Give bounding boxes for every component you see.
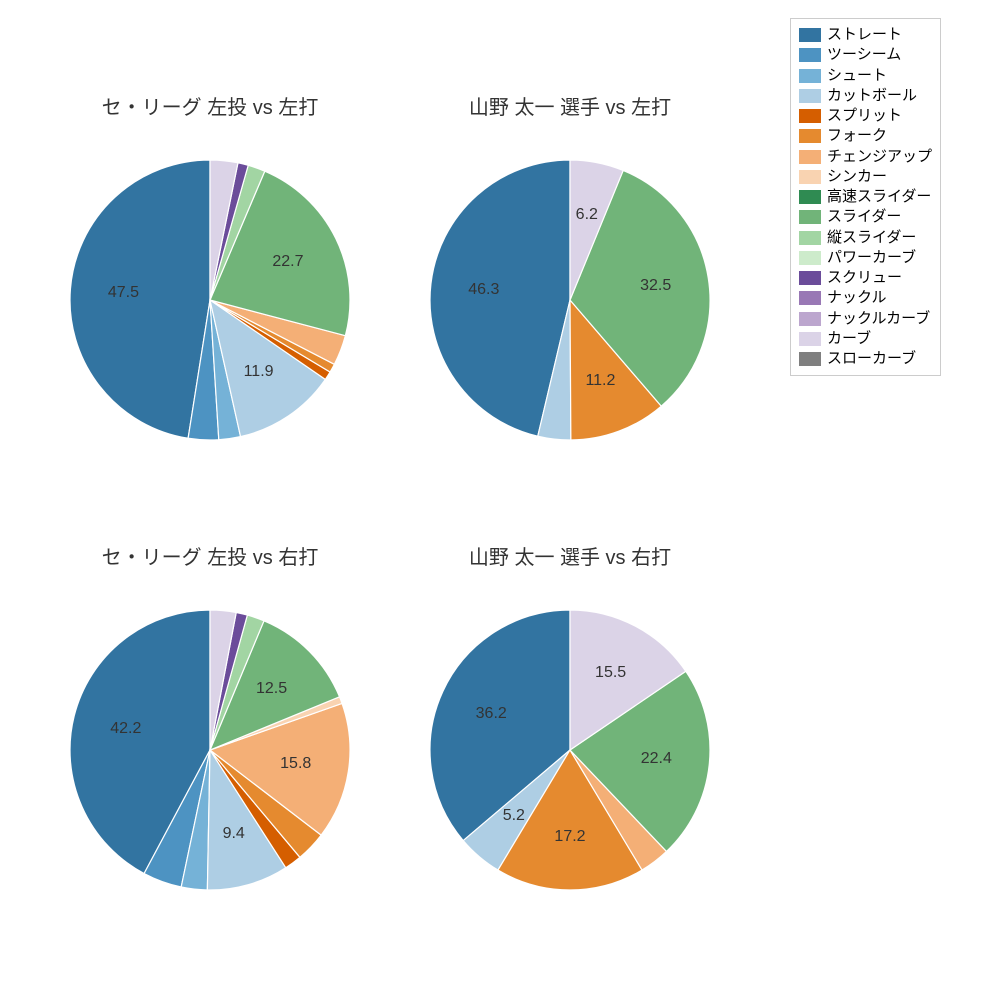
slice-label: 11.2: [585, 372, 615, 390]
slice-label: 11.9: [244, 363, 274, 381]
legend-item: カーブ: [799, 329, 932, 349]
slice-label: 17.2: [554, 828, 585, 846]
legend-swatch: [799, 352, 821, 366]
legend-item: スローカーブ: [799, 349, 932, 369]
slice-label: 6.2: [576, 206, 598, 224]
legend-label: フォーク: [827, 126, 887, 146]
chart-title: 山野 太一 選手 vs 左打: [469, 91, 671, 120]
legend-swatch: [799, 251, 821, 265]
legend-item: ツーシーム: [799, 45, 932, 65]
pie-chart: [68, 608, 352, 892]
legend-item: スプリット: [799, 106, 932, 126]
legend-item: ナックルカーブ: [799, 309, 932, 329]
legend-label: パワーカーブ: [827, 248, 916, 268]
legend-swatch: [799, 312, 821, 326]
legend-label: スクリュー: [827, 268, 902, 288]
legend-item: スクリュー: [799, 268, 932, 288]
slice-label: 46.3: [468, 281, 499, 299]
legend-swatch: [799, 332, 821, 346]
figure: セ・リーグ 左投 vs 左打 47.5 11.9 22.7 山野 太一 選手 vs 左打…: [0, 0, 1000, 1000]
slice-label: 5.2: [503, 807, 525, 825]
legend-label: ナックルカーブ: [827, 309, 930, 329]
slice-label: 36.2: [476, 705, 507, 723]
legend-swatch: [799, 109, 821, 123]
legend-item: パワーカーブ: [799, 248, 932, 268]
legend-item: シュート: [799, 66, 932, 86]
slice-label: 22.4: [641, 750, 672, 768]
slice-label: 15.5: [595, 664, 626, 682]
legend-swatch: [799, 231, 821, 245]
legend-item: フォーク: [799, 126, 932, 146]
slice-label: 12.5: [256, 680, 287, 698]
legend-label: ツーシーム: [827, 45, 901, 65]
legend-item: ストレート: [799, 25, 932, 45]
legend-label: スローカーブ: [827, 349, 916, 369]
legend-item: カットボール: [799, 86, 932, 106]
legend-swatch: [799, 210, 821, 224]
legend-swatch: [799, 190, 821, 204]
legend-item: チェンジアップ: [799, 147, 932, 167]
legend-swatch: [799, 170, 821, 184]
legend-item: シンカー: [799, 167, 932, 187]
chart-title: セ・リーグ 左投 vs 右打: [102, 541, 319, 570]
legend-swatch: [799, 129, 821, 143]
legend-swatch: [799, 150, 821, 164]
slice-label: 22.7: [272, 253, 303, 271]
legend-label: 高速スライダー: [827, 187, 931, 207]
slice-label: 9.4: [223, 825, 245, 843]
legend-swatch: [799, 69, 821, 83]
legend-label: スプリット: [827, 106, 902, 126]
legend-label: 縦スライダー: [827, 228, 916, 248]
legend-swatch: [799, 271, 821, 285]
legend-item: ナックル: [799, 288, 932, 308]
slice-label: 42.2: [110, 720, 141, 738]
legend-swatch: [799, 48, 821, 62]
legend-label: ナックル: [827, 288, 887, 308]
legend-swatch: [799, 89, 821, 103]
legend-label: ストレート: [827, 25, 902, 45]
legend: ストレートツーシームシュートカットボールスプリットフォークチェンジアップシンカー…: [790, 18, 941, 376]
pie-slice-straight: [70, 160, 210, 438]
legend-label: チェンジアップ: [827, 147, 932, 167]
legend-label: スライダー: [827, 207, 901, 227]
legend-swatch: [799, 291, 821, 305]
legend-label: シュート: [827, 66, 887, 86]
legend-label: シンカー: [827, 167, 887, 187]
pie-chart: [428, 158, 712, 442]
legend-label: カットボール: [827, 86, 917, 106]
legend-item: スライダー: [799, 207, 932, 227]
chart-title: 山野 太一 選手 vs 右打: [469, 541, 671, 570]
slice-label: 15.8: [280, 755, 311, 773]
chart-title: セ・リーグ 左投 vs 左打: [102, 91, 319, 120]
legend-swatch: [799, 28, 821, 42]
legend-item: 高速スライダー: [799, 187, 932, 207]
slice-label: 32.5: [640, 277, 671, 295]
legend-label: カーブ: [827, 329, 871, 349]
legend-item: 縦スライダー: [799, 228, 932, 248]
slice-label: 47.5: [108, 284, 139, 302]
